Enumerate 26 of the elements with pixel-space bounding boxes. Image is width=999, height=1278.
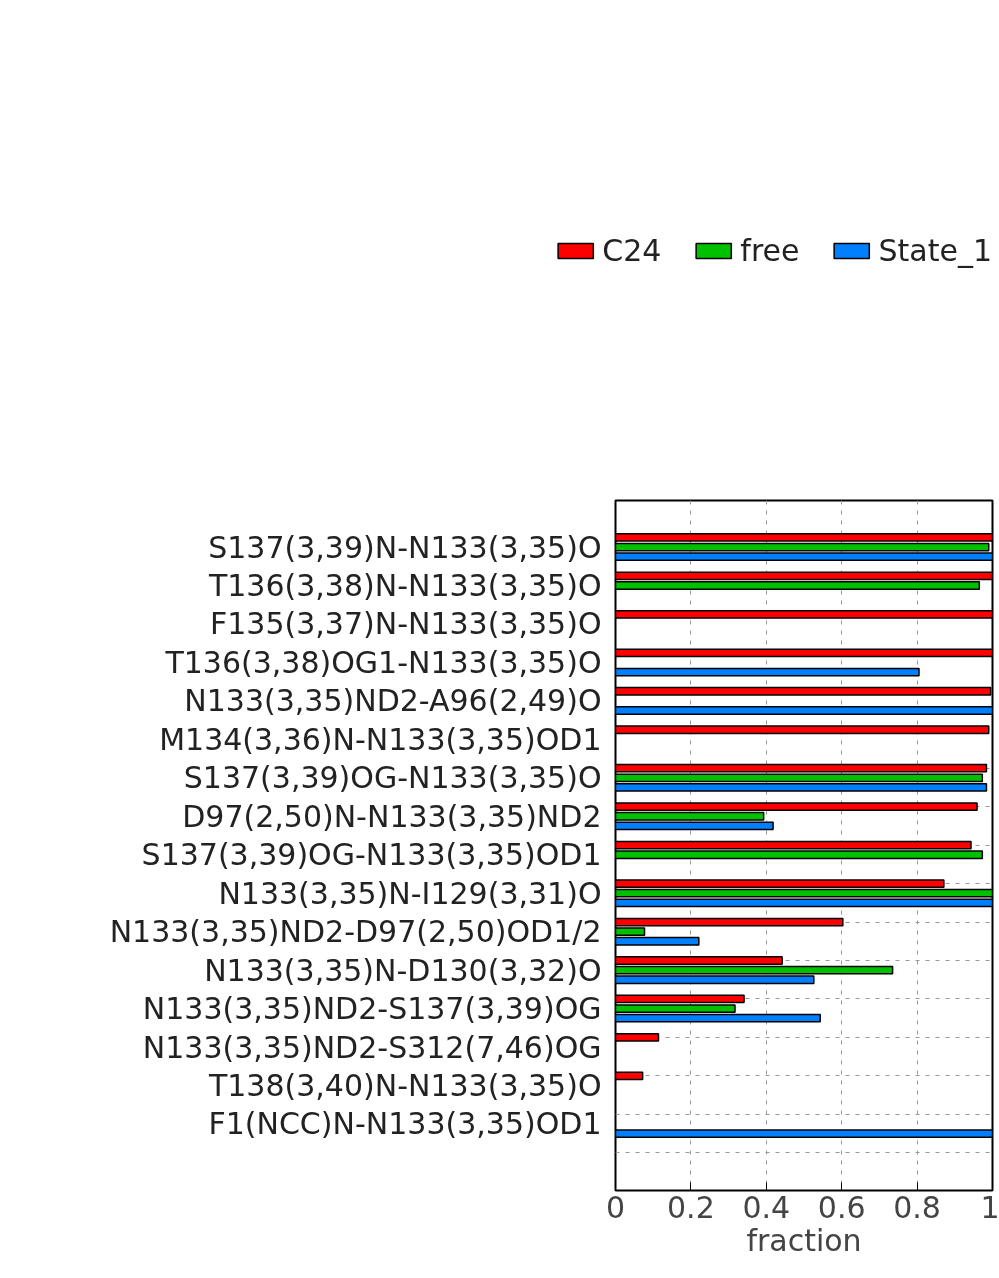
legend-label: free xyxy=(740,232,800,268)
y-tick-label: N133(3,35)ND2-S312(7,46)OG xyxy=(142,1029,602,1065)
x-tick-label: 0.8 xyxy=(893,1189,941,1225)
y-tick-label: S137(3,39)OG-N133(3,35)OD1 xyxy=(141,837,602,873)
x-tick-label: 1 xyxy=(980,1189,999,1225)
x-tick-label: 0.6 xyxy=(817,1189,866,1225)
x-tick-label: 0.4 xyxy=(742,1189,791,1225)
y-tick-label: D97(2,50)N-N133(3,35)ND2 xyxy=(182,798,602,834)
y-tick-label: N133(3,35)ND2-S137(3,39)OG xyxy=(142,991,602,1027)
y-tick-label: F1(NCC)N-N133(3,35)OD1 xyxy=(208,1106,602,1142)
y-tick-label: S137(3,39)N-N133(3,35)O xyxy=(208,529,602,565)
y-tick-label: F135(3,37)N-N133(3,35)O xyxy=(209,606,602,642)
y-tick-label: N133(3,35)ND2-A96(2,49)O xyxy=(184,683,602,719)
y-tick-label: S137(3,39)OG-N133(3,35)O xyxy=(183,760,602,796)
y-tick-label: M134(3,36)N-N133(3,35)OD1 xyxy=(159,721,602,757)
y-tick-label: N133(3,35)ND2-D97(2,50)OD1/2 xyxy=(109,914,602,950)
y-tick-label: T136(3,38)N-N133(3,35)O xyxy=(207,568,602,603)
y-tick-label: N133(3,35)N-D130(3,32)O xyxy=(204,952,602,988)
y-tick-label: N133(3,35)N-I129(3,31)O xyxy=(218,875,602,911)
x-axis-title: fraction xyxy=(746,1222,862,1258)
legend-label: C24 xyxy=(602,232,662,268)
legend-label: State_1 xyxy=(878,232,992,268)
y-tick-label: T136(3,38)OG1-N133(3,35)O xyxy=(164,644,602,680)
x-tick-label: 0.2 xyxy=(667,1189,715,1225)
x-tick-label: 0 xyxy=(605,1189,626,1225)
y-tick-label: T138(3,40)N-N133(3,35)O xyxy=(207,1068,602,1103)
